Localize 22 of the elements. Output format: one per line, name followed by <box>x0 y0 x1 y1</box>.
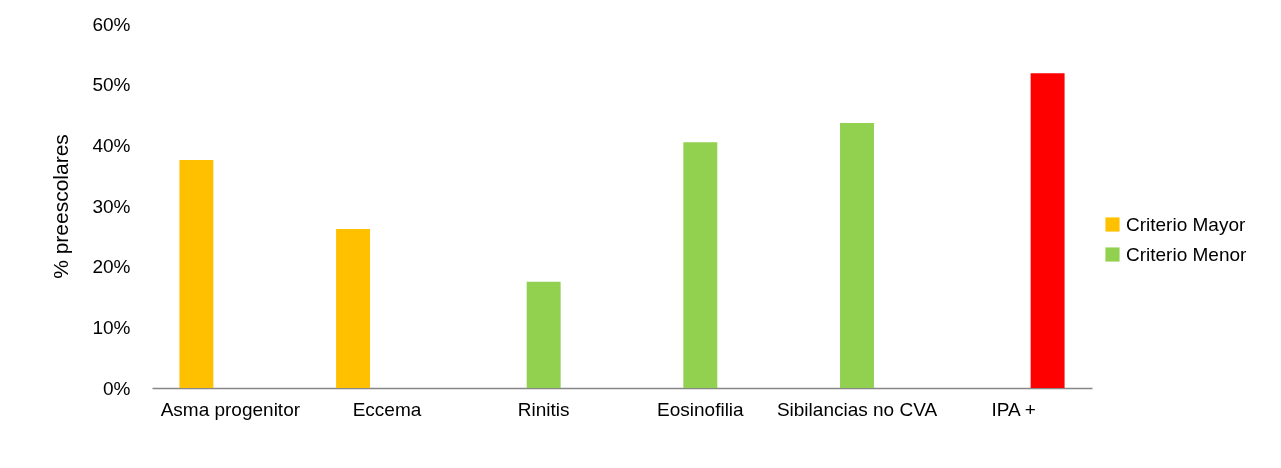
y-axis-title: % preescolares <box>49 134 73 279</box>
y-tick-label: 0% <box>103 377 131 399</box>
y-tick-label: 30% <box>92 195 131 217</box>
bar <box>526 281 561 388</box>
x-tick-label: Asma progenitor <box>160 398 301 420</box>
x-tick-label: Rinitis <box>517 398 570 420</box>
bar <box>840 122 874 388</box>
y-tick-label: 20% <box>92 256 131 278</box>
legend-label: Criterio Mayor <box>1126 213 1246 235</box>
bar <box>1030 73 1065 388</box>
bar <box>683 142 718 388</box>
y-tick-label: 10% <box>92 316 131 338</box>
y-tick-label: 40% <box>92 134 131 156</box>
x-tick-label: Sibilancias no CVA <box>776 398 938 420</box>
bar <box>179 159 214 388</box>
bar <box>336 229 371 388</box>
legend-label: Criterio Menor <box>1126 243 1248 265</box>
y-tick-label: 50% <box>92 74 131 96</box>
x-tick-label: Eosinofilia <box>657 398 745 420</box>
x-tick-label: IPA + <box>991 398 1036 420</box>
y-tick-label: 60% <box>92 13 131 35</box>
x-tick-label: Eccema <box>352 398 422 420</box>
